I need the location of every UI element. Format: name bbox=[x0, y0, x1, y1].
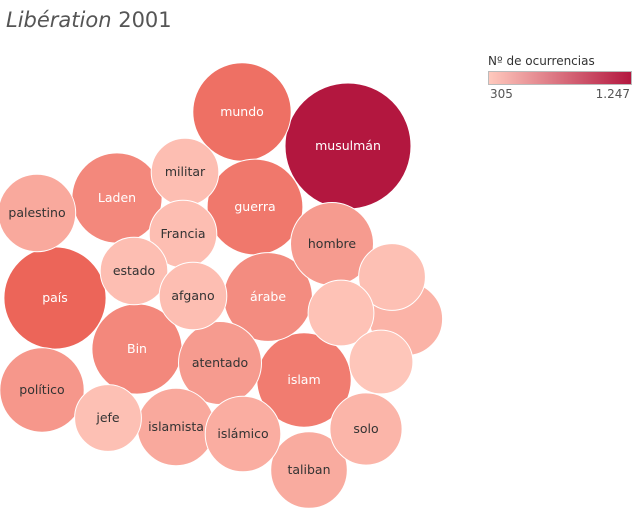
bubble[interactable]: país bbox=[3, 246, 107, 350]
bubble-label: islamista bbox=[148, 419, 204, 434]
bubble-label: mundo bbox=[220, 104, 264, 119]
bubble[interactable]: Francia bbox=[148, 199, 218, 269]
bubble-circle[interactable] bbox=[158, 261, 228, 331]
bubble-circle[interactable] bbox=[0, 347, 85, 433]
bubble-label: militar bbox=[165, 164, 206, 179]
bubble[interactable]: taliban bbox=[270, 431, 348, 509]
bubble-circle[interactable] bbox=[358, 243, 426, 311]
bubble-label: afgano bbox=[171, 288, 214, 303]
bubble[interactable]: afgano bbox=[158, 261, 228, 331]
bubble-circle[interactable] bbox=[99, 236, 169, 306]
bubble[interactable]: islamista bbox=[136, 387, 216, 467]
bubble[interactable] bbox=[348, 329, 414, 395]
bubble-label: árabe bbox=[250, 289, 286, 304]
bubble-circle[interactable] bbox=[270, 431, 348, 509]
bubble-label: Bin bbox=[127, 341, 147, 356]
title-year: 2001 bbox=[118, 8, 172, 32]
bubble-circle[interactable] bbox=[204, 395, 282, 473]
bubble[interactable]: político bbox=[0, 347, 85, 433]
bubble-circle[interactable] bbox=[329, 392, 403, 466]
bubble-label: político bbox=[19, 382, 64, 397]
legend-title: Nº de ocurrencias bbox=[488, 54, 595, 68]
bubble-label: Laden bbox=[98, 190, 136, 205]
chart-title: Libération 2001 bbox=[6, 8, 172, 32]
bubble[interactable]: palestino bbox=[0, 173, 77, 253]
bubble[interactable]: guerra bbox=[206, 158, 304, 256]
legend-scale: 305 1.247 bbox=[488, 85, 636, 101]
bubble-circle[interactable] bbox=[348, 329, 414, 395]
legend-max-label: 1.247 bbox=[595, 87, 630, 101]
bubble[interactable] bbox=[358, 243, 426, 311]
bubble[interactable]: musulmán bbox=[284, 82, 412, 210]
bubble-circle[interactable] bbox=[307, 279, 375, 347]
bubble-label: islámico bbox=[217, 426, 268, 441]
bubble[interactable] bbox=[307, 279, 375, 347]
bubble[interactable]: estado bbox=[99, 236, 169, 306]
bubble-circle[interactable] bbox=[0, 173, 77, 253]
bubble-label: taliban bbox=[287, 462, 330, 477]
bubble-circle[interactable] bbox=[74, 384, 142, 452]
title-publication: Libération bbox=[6, 8, 112, 32]
color-legend: Nº de ocurrencias 305 1.247 bbox=[488, 54, 636, 101]
bubble-label: país bbox=[42, 290, 68, 305]
bubble-label: solo bbox=[353, 421, 378, 436]
bubble-label: atentado bbox=[192, 355, 248, 370]
legend-gradient-bar bbox=[488, 71, 632, 85]
bubble[interactable]: islámico bbox=[204, 395, 282, 473]
bubble-label: palestino bbox=[8, 205, 65, 220]
bubble-label: jefe bbox=[95, 410, 120, 425]
bubble[interactable]: atentado bbox=[178, 321, 262, 405]
bubble-label: Francia bbox=[160, 226, 205, 241]
bubble-label: guerra bbox=[234, 199, 275, 214]
bubble-label: estado bbox=[113, 263, 155, 278]
bubble[interactable]: jefe bbox=[74, 384, 142, 452]
bubble-label: islam bbox=[287, 372, 320, 387]
legend-min-label: 305 bbox=[490, 87, 513, 101]
bubble[interactable]: solo bbox=[329, 392, 403, 466]
bubble-label: musulmán bbox=[315, 138, 381, 153]
bubble[interactable]: Laden bbox=[71, 152, 163, 244]
bubble-label: hombre bbox=[308, 236, 357, 251]
bubble[interactable]: militar bbox=[150, 137, 220, 207]
